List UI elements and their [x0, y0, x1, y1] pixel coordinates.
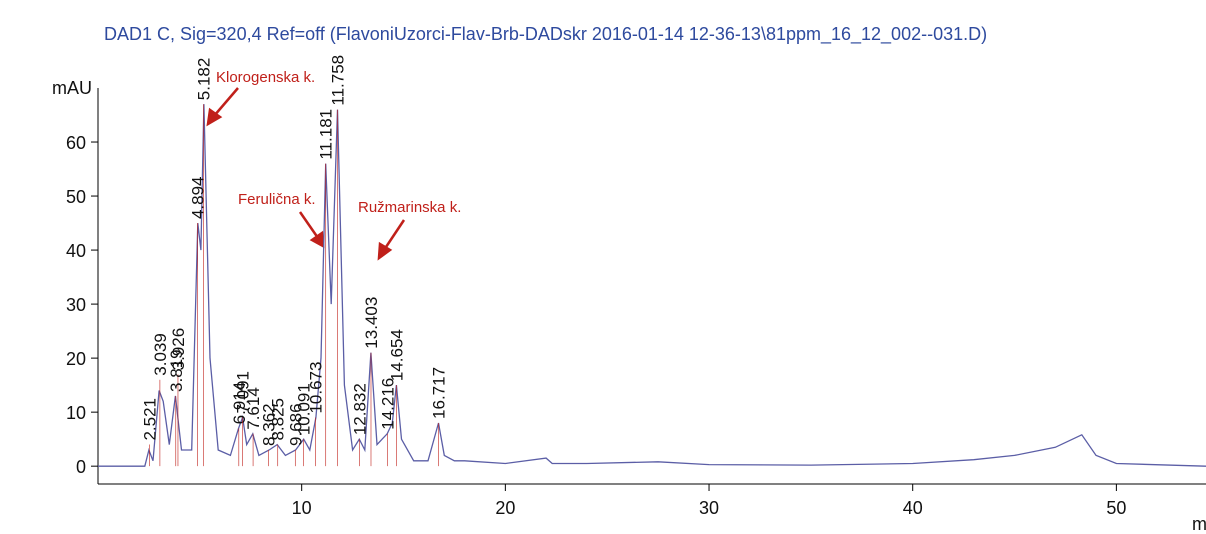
annotation: Klorogenska k.: [216, 69, 315, 86]
arrows: [206, 87, 406, 261]
trace: [98, 104, 1206, 467]
peak-label: 4.894: [189, 177, 208, 220]
peak-label: 12.832: [350, 383, 369, 435]
x-tick-label: 50: [1106, 498, 1126, 518]
peak-label: 14.654: [387, 329, 406, 381]
x-tick-label: 40: [903, 498, 923, 518]
peak-label: 11.758: [328, 55, 347, 106]
peak-label: 9.686: [286, 403, 305, 446]
peak-label: 8.825: [269, 398, 288, 441]
peak-label: 3.039: [151, 333, 170, 376]
annotation: Ferulična k.: [238, 191, 316, 208]
peak-label: 10.673: [306, 362, 325, 414]
peak-label: 11.181: [317, 109, 336, 160]
peak-label: 6.914: [230, 382, 249, 425]
y-tick-label: 60: [66, 133, 86, 153]
y-tick-label: 20: [66, 349, 86, 369]
peak-label: 16.717: [429, 367, 448, 419]
peak-label: 13.403: [362, 297, 381, 349]
x-tick-label: 10: [292, 498, 312, 518]
peak-label: 10.091: [295, 383, 314, 435]
y-tick-label: 0: [76, 457, 86, 477]
peak-label: 14.216: [379, 378, 398, 430]
y-axis-label: mAU: [52, 78, 92, 98]
peak-label: 8.362: [259, 403, 278, 446]
y-tick-label: 40: [66, 241, 86, 261]
annotation: Ružmarinska k.: [358, 199, 461, 216]
peak-label: 2.521: [140, 398, 159, 441]
peak-label: 3.819: [167, 349, 186, 392]
y-tick-label: 50: [66, 187, 86, 207]
y-tick-label: 10: [66, 403, 86, 423]
peak-label: 7.091: [233, 371, 252, 414]
peak-label: 5.182: [195, 58, 214, 101]
x-tick-label: 20: [495, 498, 515, 518]
x-axis-label: mi: [1192, 514, 1206, 534]
peak-label: 7.614: [244, 387, 263, 430]
y-tick-label: 30: [66, 295, 86, 315]
chart-title: DAD1 C, Sig=320,4 Ref=off (FlavoniUzorci…: [104, 24, 987, 45]
peak-label: 3.926: [169, 328, 188, 371]
x-tick-label: 30: [699, 498, 719, 518]
